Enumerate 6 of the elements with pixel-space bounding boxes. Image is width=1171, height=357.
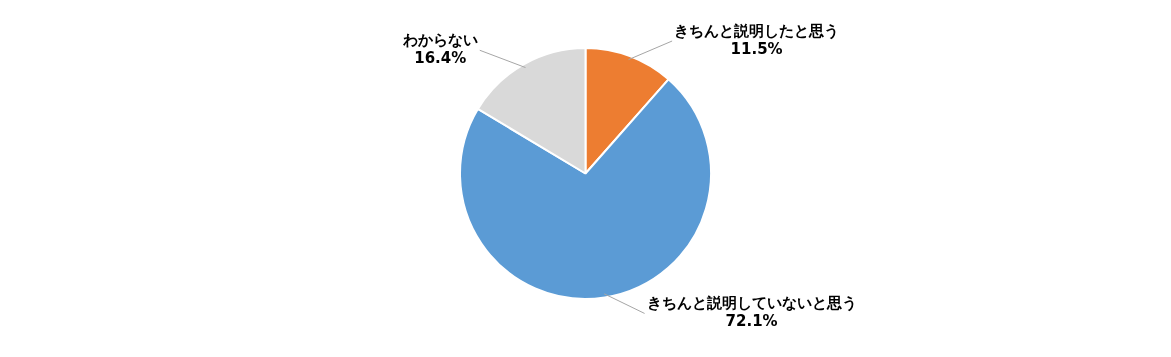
slice-label: きちんと説明していないと思う [646, 294, 857, 313]
data-label: 16.4% [414, 49, 467, 68]
data-label: 72.1% [725, 312, 778, 331]
slice-label: きちんと説明したと思う [674, 21, 840, 40]
slice-label: わからない [401, 31, 478, 50]
data-label: 11.5% [730, 39, 783, 58]
